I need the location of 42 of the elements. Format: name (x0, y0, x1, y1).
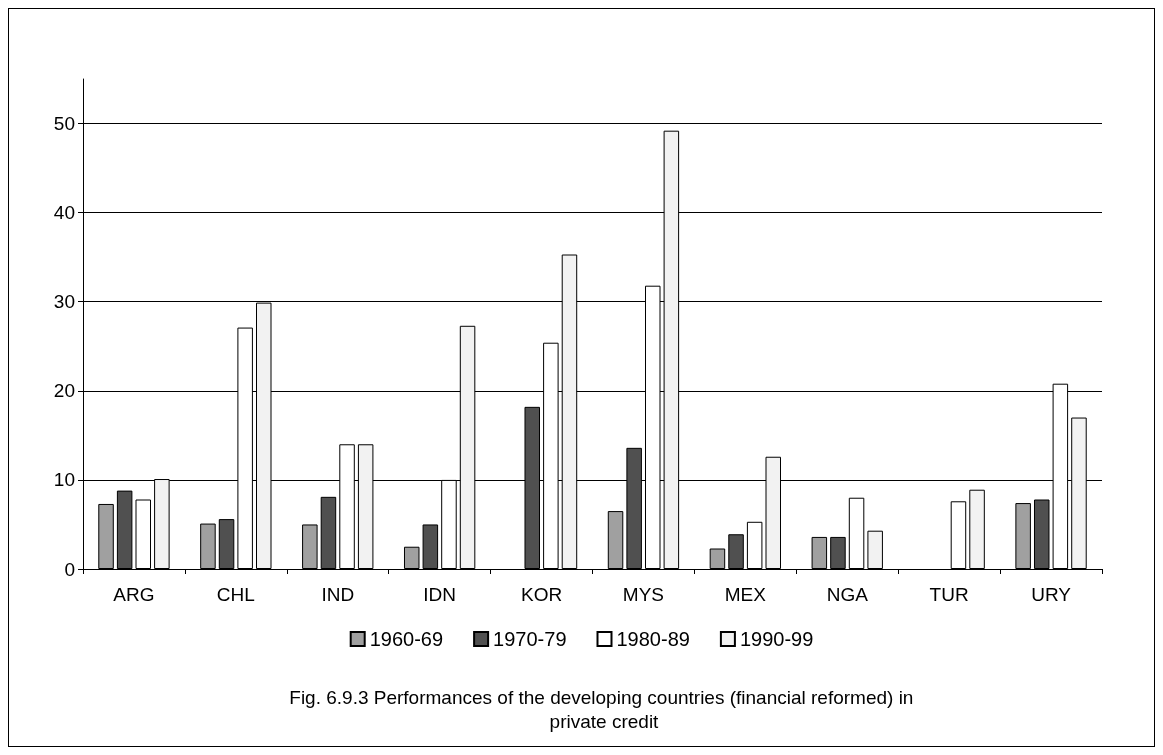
bar (867, 530, 883, 569)
x-tick-label: IND (321, 584, 355, 605)
legend-label: 1960-69 (369, 628, 444, 650)
bar (830, 536, 846, 569)
bar (320, 496, 337, 569)
bar (422, 524, 439, 569)
bar (403, 546, 420, 569)
legend-label: 1990-99 (739, 628, 814, 650)
x-tick-label: TUR (929, 584, 969, 605)
y-tick-label: 50 (53, 113, 75, 135)
bar (218, 519, 235, 569)
x-tick-label: NGA (826, 584, 869, 605)
x-tick-label: MYS (622, 584, 665, 605)
y-tick-label: 10 (53, 469, 75, 491)
legend-label: 1980-89 (616, 628, 690, 650)
x-tick-label: IDN (423, 584, 457, 605)
x-tick-label: KOR (520, 584, 563, 605)
bar (709, 548, 726, 569)
bar (746, 521, 763, 569)
bar (302, 524, 318, 569)
bar (135, 499, 152, 569)
bar (848, 497, 865, 569)
bar (1015, 503, 1031, 569)
x-tick-label: MEX (724, 584, 767, 605)
text: Fig. 6.9.3 Performances of the developing countries (financial reformed) in private credit (289, 686, 919, 732)
bar (116, 490, 133, 569)
y-tick-label: 0 (64, 558, 75, 580)
y-tick-label: 20 (53, 380, 75, 402)
bar (969, 489, 985, 569)
x-tick-label: CHL (216, 584, 255, 605)
bar (200, 523, 216, 569)
bar (950, 501, 967, 569)
bar (811, 536, 828, 569)
bar (728, 534, 744, 569)
bar (98, 503, 114, 569)
x-tick-label: URY (1031, 584, 1072, 605)
bar (1033, 499, 1050, 569)
y-tick-label: 30 (53, 291, 75, 313)
y-tick-label: 40 (53, 202, 75, 224)
x-tick-label: ARG (113, 584, 155, 605)
bar (607, 511, 624, 569)
legend-label: 1970-79 (493, 628, 567, 650)
